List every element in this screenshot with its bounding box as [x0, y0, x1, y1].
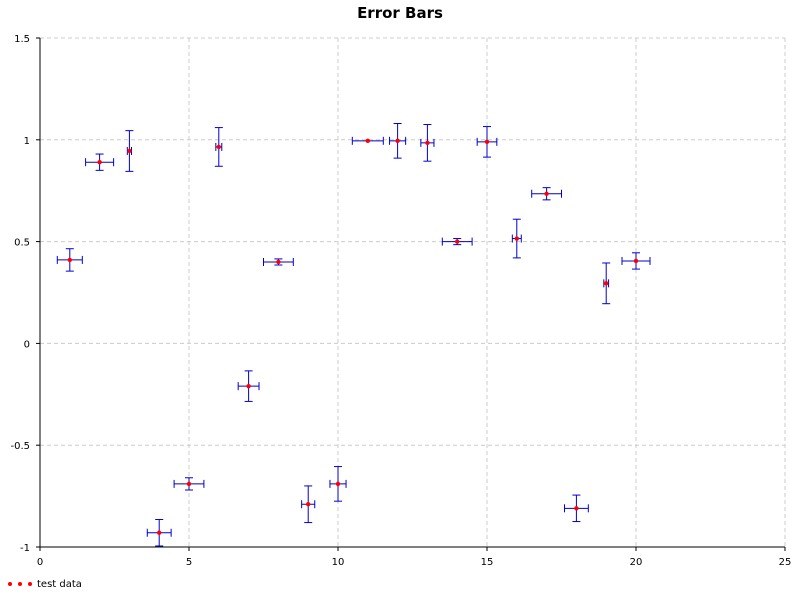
data-points	[67, 138, 639, 535]
data-point	[425, 140, 430, 146]
data-point	[574, 506, 579, 511]
data-point	[484, 139, 490, 145]
data-point	[306, 502, 311, 507]
axes	[39, 38, 785, 548]
legend-marker	[8, 582, 32, 586]
y-tick-label-2: 0	[24, 339, 30, 350]
data-point	[335, 481, 341, 487]
data-point	[633, 258, 639, 264]
legend-dot	[8, 582, 12, 586]
data-point	[97, 159, 102, 165]
grid	[40, 37, 786, 547]
y-tick-label-5: 1.5	[14, 34, 30, 45]
y-tick-label-4: 1	[24, 136, 30, 147]
data-point	[246, 383, 251, 389]
legend: test data	[8, 579, 82, 590]
chart-title: Error Bars	[357, 4, 443, 22]
x-tick-label-0: 0	[37, 557, 43, 568]
legend-dot	[18, 582, 22, 586]
legend-dot	[28, 582, 32, 586]
data-point	[127, 148, 132, 154]
data-point	[395, 138, 400, 144]
data-point	[67, 257, 73, 263]
data-point	[276, 259, 281, 265]
data-point	[604, 281, 609, 286]
y-tick-label-1: -0.5	[10, 441, 30, 452]
data-point	[365, 138, 370, 144]
x-tick-label-4: 20	[630, 557, 643, 568]
data-point	[514, 236, 519, 241]
data-point	[455, 239, 460, 244]
legend-label: test data	[37, 579, 82, 590]
tick-labels: 0 5 10 15 20 25 -1 -0.5 0 0.5 1 1.5	[10, 34, 791, 568]
data-point	[186, 481, 192, 487]
data-point	[544, 191, 549, 196]
error-bars	[56, 123, 651, 547]
x-tick-label-5: 25	[779, 557, 792, 568]
data-point	[157, 530, 162, 535]
y-tick-label-0: -1	[20, 543, 30, 554]
x-tick-label-2: 10	[332, 557, 345, 568]
x-tick-label-1: 5	[186, 557, 192, 568]
y-tick-label-3: 0.5	[14, 238, 30, 249]
data-point	[216, 144, 221, 150]
x-tick-label-3: 15	[481, 557, 494, 568]
